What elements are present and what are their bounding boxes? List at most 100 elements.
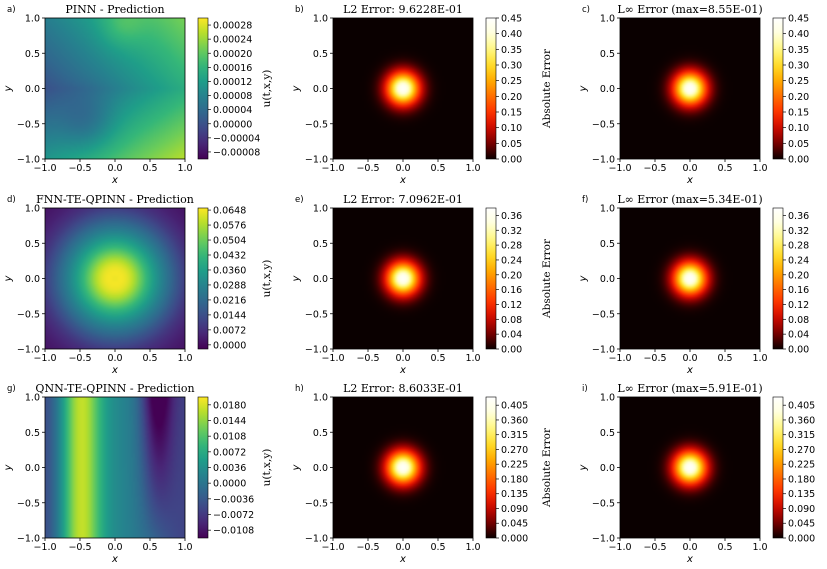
y-tick-label: 0.5: [313, 49, 328, 60]
colorbar-label: u(t,x,y): [261, 260, 273, 298]
colorbar-tick-label: 0.180: [501, 474, 528, 485]
y-tick-label: 1.0: [25, 14, 40, 25]
colorbar-tick-label: 0.32: [501, 226, 522, 237]
y-tick-label: 0.5: [600, 49, 615, 60]
colorbar-tick-label: 0.00: [501, 345, 522, 356]
y-tick-label: −0.5: [305, 309, 328, 320]
panel-f: f) L∞ Error (max=5.34E-01) −1.0 −0.5 0.0 0.5 1…: [578, 193, 809, 376]
colorbar-tick-label: 0.270: [788, 445, 815, 456]
colorbar-tick-label: 0.000: [788, 534, 815, 545]
y-tick-label: −1.0: [592, 534, 615, 545]
heatmap-image: [620, 397, 760, 538]
x-tick-label: 0.5: [142, 163, 157, 174]
panel-a: a) PINN - Prediction −1.0 −0.5 0.0 0.5 1.0 −1.0…: [3, 3, 273, 186]
colorbar-tick-label: 0.360: [501, 415, 528, 426]
colorbar-tick-label: 0.360: [788, 415, 815, 426]
y-tick-label: 1.0: [313, 393, 328, 404]
y-axis-label: y: [291, 274, 302, 282]
heatmap-image: [333, 18, 473, 159]
panel-e: e) L2 Error: 7.0962E-01 −1.0 −0.5 0.0 0.5 1.0 −…: [291, 193, 553, 376]
x-tick-label: −0.5: [356, 353, 379, 364]
x-tick-label: −1.0: [33, 353, 56, 364]
x-tick-label: −1.0: [608, 163, 631, 174]
panel-title: PINN - Prediction: [65, 3, 164, 16]
x-tick-label: 1.0: [465, 353, 480, 364]
panel-title: L2 Error: 7.0962E-01: [343, 193, 463, 206]
colorbar: [197, 396, 209, 539]
colorbar-label: Absolute Error: [541, 427, 553, 508]
y-tick-label: 0.0: [25, 84, 40, 95]
y-axis-label: y: [3, 274, 14, 282]
y-tick-label: 0.0: [600, 84, 615, 95]
colorbar-tick-label: 0.12: [501, 300, 522, 311]
colorbar-tick-label: 0.28: [788, 241, 809, 252]
colorbar-label: u(t,x,y): [261, 70, 273, 108]
colorbar-tick-label: 0.0432: [213, 251, 246, 262]
colorbar-tick-label: 0.0360: [213, 265, 246, 276]
y-tick-label: −1.0: [305, 534, 328, 545]
colorbar-tick-label: 0.25: [501, 76, 522, 87]
colorbar-tick-label: 0.0000: [213, 479, 246, 490]
colorbar-tick-label: 0.32: [788, 226, 809, 237]
y-tick-label: −0.5: [17, 498, 40, 509]
x-tick-label: 0.0: [107, 542, 122, 553]
y-tick-label: −0.5: [17, 309, 40, 320]
panel-label: g): [7, 384, 16, 394]
colorbar-tick-label: 0.36: [501, 211, 522, 222]
colorbar: [485, 17, 497, 160]
x-tick-label: 0.0: [107, 353, 122, 364]
colorbar-tick-label: 0.090: [788, 504, 815, 515]
x-tick-label: 1.0: [752, 353, 767, 364]
x-tick-label: 0.5: [717, 163, 732, 174]
x-tick-label: −1.0: [33, 163, 56, 174]
x-tick-label: −0.5: [643, 163, 666, 174]
panel-title: FNN-TE-QPINN - Prediction: [36, 193, 194, 206]
colorbar-tick-label: 0.00008: [213, 91, 252, 102]
y-tick-label: −0.5: [305, 498, 328, 509]
colorbar: [772, 207, 784, 350]
colorbar-tick-label: 0.20: [788, 92, 809, 103]
panel-title: L2 Error: 9.6228E-01: [343, 3, 463, 16]
colorbar-tick-label: 0.0180: [213, 400, 246, 411]
y-axis-label: y: [3, 84, 14, 92]
colorbar-tick-label: 0.00000: [213, 119, 252, 130]
panel-label: e): [295, 195, 304, 205]
panel-i: i) L∞ Error (max=5.91E-01) −1.0 −0.5 0.0 0.5 1…: [578, 382, 815, 565]
y-tick-label: 1.0: [600, 204, 615, 215]
colorbar: [772, 17, 784, 160]
colorbar-tick-label: −0.00008: [213, 147, 260, 158]
y-tick-label: 0.5: [600, 428, 615, 439]
y-tick-label: −1.0: [17, 534, 40, 545]
y-tick-label: −1.0: [17, 155, 40, 166]
heatmap-image: [45, 397, 185, 538]
panel-label: d): [7, 195, 16, 205]
y-tick-label: 0.5: [25, 49, 40, 60]
colorbar-label: Absolute Error: [541, 48, 553, 129]
colorbar-tick-label: 0.00004: [213, 105, 252, 116]
x-tick-label: 0.0: [395, 163, 410, 174]
x-tick-label: 0.0: [395, 542, 410, 553]
colorbar-tick-label: 0.04: [788, 330, 809, 341]
y-tick-label: 1.0: [600, 393, 615, 404]
colorbar-tick-label: 0.00020: [213, 49, 252, 60]
x-axis-label: x: [399, 554, 406, 565]
heatmap-image: [45, 18, 185, 159]
panel-label: f): [582, 195, 588, 205]
colorbar-tick-label: 0.0504: [213, 236, 246, 247]
colorbar-tick-label: 0.40: [501, 29, 522, 40]
panel-g: g) QNN-TE-QPINN - Prediction −1.0 −0.5 0.0 0.…: [3, 382, 273, 565]
y-tick-label: −1.0: [305, 345, 328, 356]
colorbar-tick-label: 0.0576: [213, 221, 246, 232]
x-axis-label: x: [399, 365, 406, 376]
x-tick-label: 1.0: [752, 163, 767, 174]
y-tick-label: 0.5: [25, 239, 40, 250]
y-tick-label: −0.5: [592, 119, 615, 130]
heatmap-image: [333, 208, 473, 349]
colorbar-tick-label: 0.08: [788, 315, 809, 326]
y-tick-label: 1.0: [25, 393, 40, 404]
colorbar: [772, 396, 784, 539]
x-axis-label: x: [686, 365, 693, 376]
panel-title: QNN-TE-QPINN - Prediction: [35, 382, 194, 395]
x-tick-label: 0.5: [142, 542, 157, 553]
